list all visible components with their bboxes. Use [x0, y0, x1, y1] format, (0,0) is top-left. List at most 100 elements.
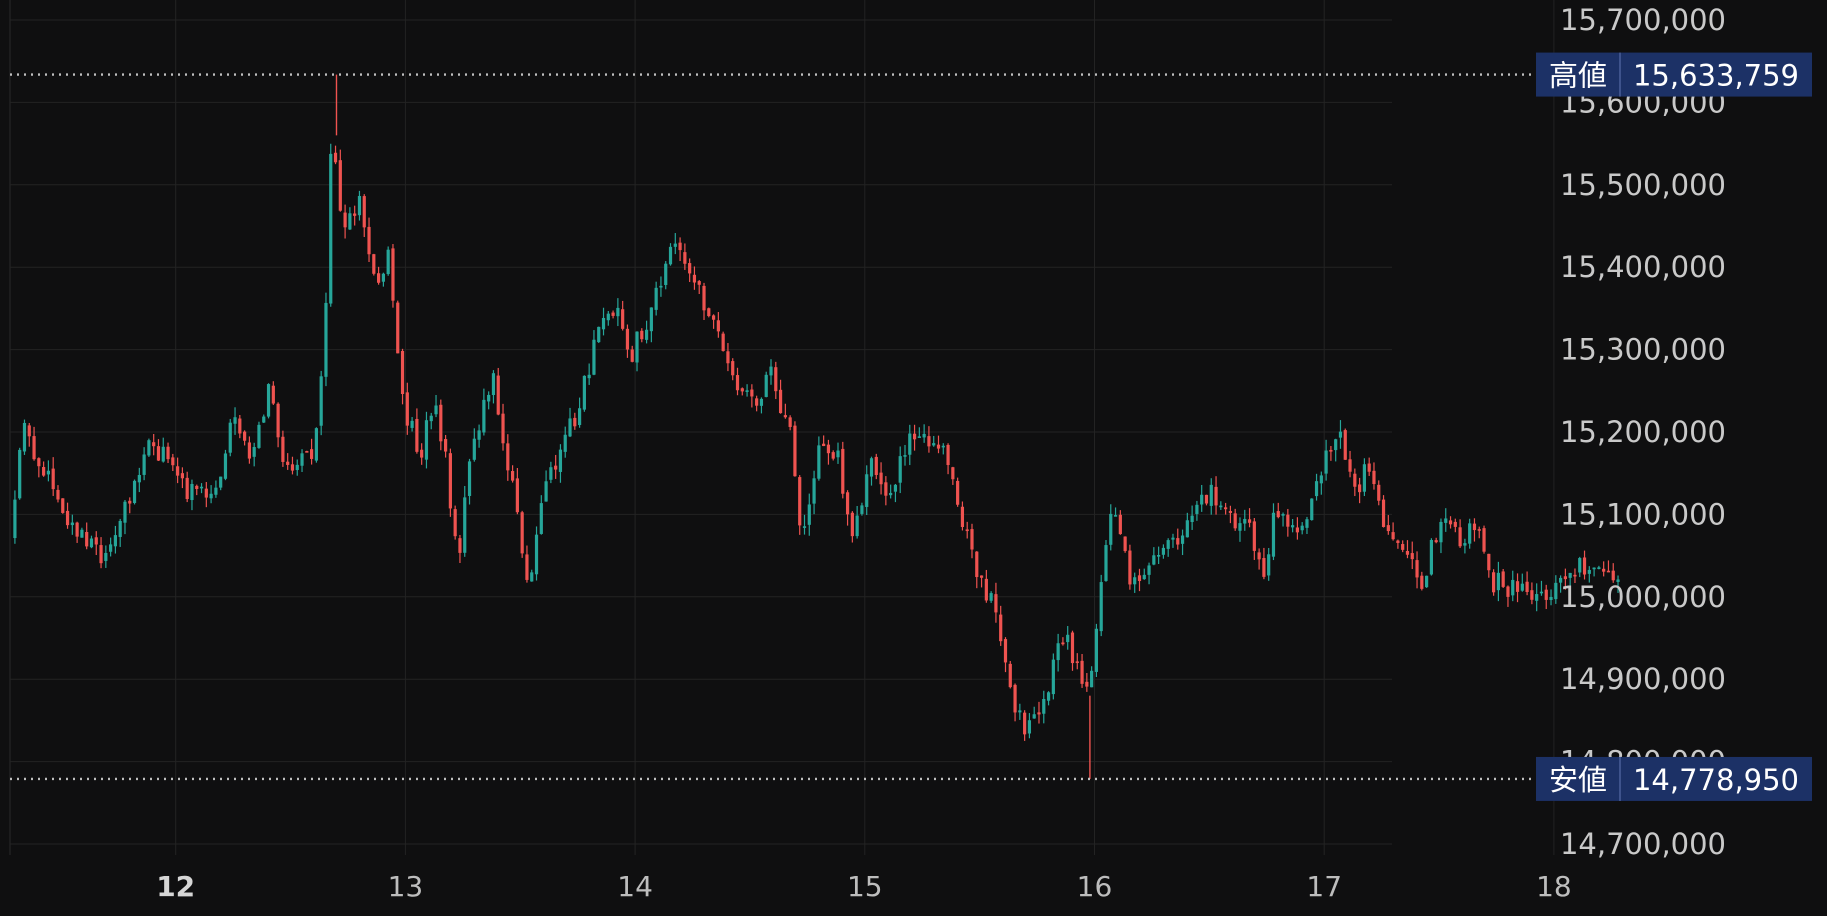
candle-body	[1085, 681, 1089, 687]
candle-body	[903, 455, 907, 457]
candle-body	[1128, 550, 1132, 585]
candle-body	[482, 399, 486, 433]
candle-body	[1472, 523, 1477, 531]
candle-body	[1209, 484, 1213, 506]
candle-body	[353, 213, 357, 216]
candle-body	[1563, 576, 1567, 580]
candle-body	[1056, 643, 1060, 661]
candle-body	[238, 418, 242, 434]
candle-body	[1319, 475, 1323, 484]
candle-body	[812, 478, 816, 504]
candle-body	[855, 515, 859, 537]
candle-body	[1568, 572, 1572, 578]
candle-body	[999, 614, 1003, 642]
candle-body	[793, 425, 797, 477]
candle-body	[893, 484, 898, 492]
candle-body	[563, 434, 567, 452]
candle-body	[984, 578, 988, 601]
candle-body	[534, 534, 539, 575]
candle-body	[233, 417, 237, 424]
candle-body	[956, 480, 960, 505]
candle-body	[1023, 712, 1027, 735]
candle-body	[1247, 519, 1252, 523]
candle-body	[113, 535, 118, 547]
candle-body	[42, 467, 46, 476]
candle-body	[137, 474, 141, 483]
candle-body	[271, 385, 275, 404]
candle-body	[1578, 558, 1582, 573]
candle-body	[109, 544, 113, 552]
candle-body	[1492, 572, 1496, 593]
candle-body	[788, 417, 792, 427]
candle-body	[644, 329, 649, 340]
candle-body	[1501, 571, 1505, 587]
candle-body	[759, 398, 764, 406]
candle-body	[774, 367, 778, 392]
candle-body	[889, 492, 893, 496]
candle-body	[496, 375, 500, 415]
candle-body	[989, 593, 993, 601]
candle-body	[908, 433, 912, 455]
candle-body	[362, 196, 366, 228]
candle-body	[520, 512, 524, 554]
candle-body	[209, 493, 213, 499]
candle-body	[1343, 430, 1347, 460]
candle-body	[156, 446, 161, 461]
candle-body	[879, 472, 883, 485]
candle-body	[1142, 574, 1146, 580]
candle-body	[1171, 537, 1175, 540]
candle-body	[1448, 520, 1453, 525]
candle-body	[970, 529, 974, 550]
candle-body	[568, 418, 572, 437]
candle-body	[1238, 523, 1242, 531]
candle-body	[152, 442, 156, 447]
candle-body	[549, 467, 553, 480]
candle-body	[1027, 720, 1032, 734]
candle-body	[1463, 543, 1467, 546]
candle-body	[640, 330, 644, 340]
candle-body	[386, 249, 390, 275]
candle-body	[1300, 525, 1304, 531]
candle-body	[190, 483, 194, 501]
candle-body	[1487, 553, 1491, 571]
candle-body	[381, 273, 385, 282]
candle-body	[491, 373, 496, 396]
x-tick-label: 12	[156, 870, 195, 903]
candle-body	[874, 456, 878, 475]
candle-body	[247, 442, 251, 459]
candle-body	[501, 413, 505, 444]
candle-body	[415, 418, 419, 452]
candle-body	[802, 526, 807, 528]
candle-body	[664, 263, 668, 285]
candle-body	[338, 160, 342, 211]
candle-body	[367, 226, 371, 255]
candle-body	[869, 458, 874, 477]
candle-body	[1295, 527, 1300, 533]
candle-body	[1434, 540, 1438, 543]
candle-body	[1123, 536, 1127, 552]
candle-body	[932, 443, 936, 446]
candle-body	[1358, 484, 1362, 493]
candle-body	[1391, 532, 1395, 540]
candle-body	[1549, 596, 1553, 601]
candle-body	[510, 471, 515, 481]
candle-body	[702, 285, 706, 311]
candle-body	[951, 467, 955, 480]
candle-body	[199, 486, 204, 489]
candle-body	[764, 374, 768, 397]
candle-body	[99, 545, 103, 564]
candle-body	[37, 458, 41, 467]
candle-body	[1281, 514, 1285, 516]
candle-body	[1109, 513, 1113, 545]
candle-body	[453, 509, 457, 537]
candle-body	[530, 572, 534, 582]
candle-body	[750, 389, 754, 397]
candle-body	[630, 349, 634, 362]
candle-body	[1219, 505, 1223, 508]
candle-body	[1535, 594, 1539, 601]
candle-body	[1243, 518, 1247, 524]
candle-body	[592, 339, 596, 375]
